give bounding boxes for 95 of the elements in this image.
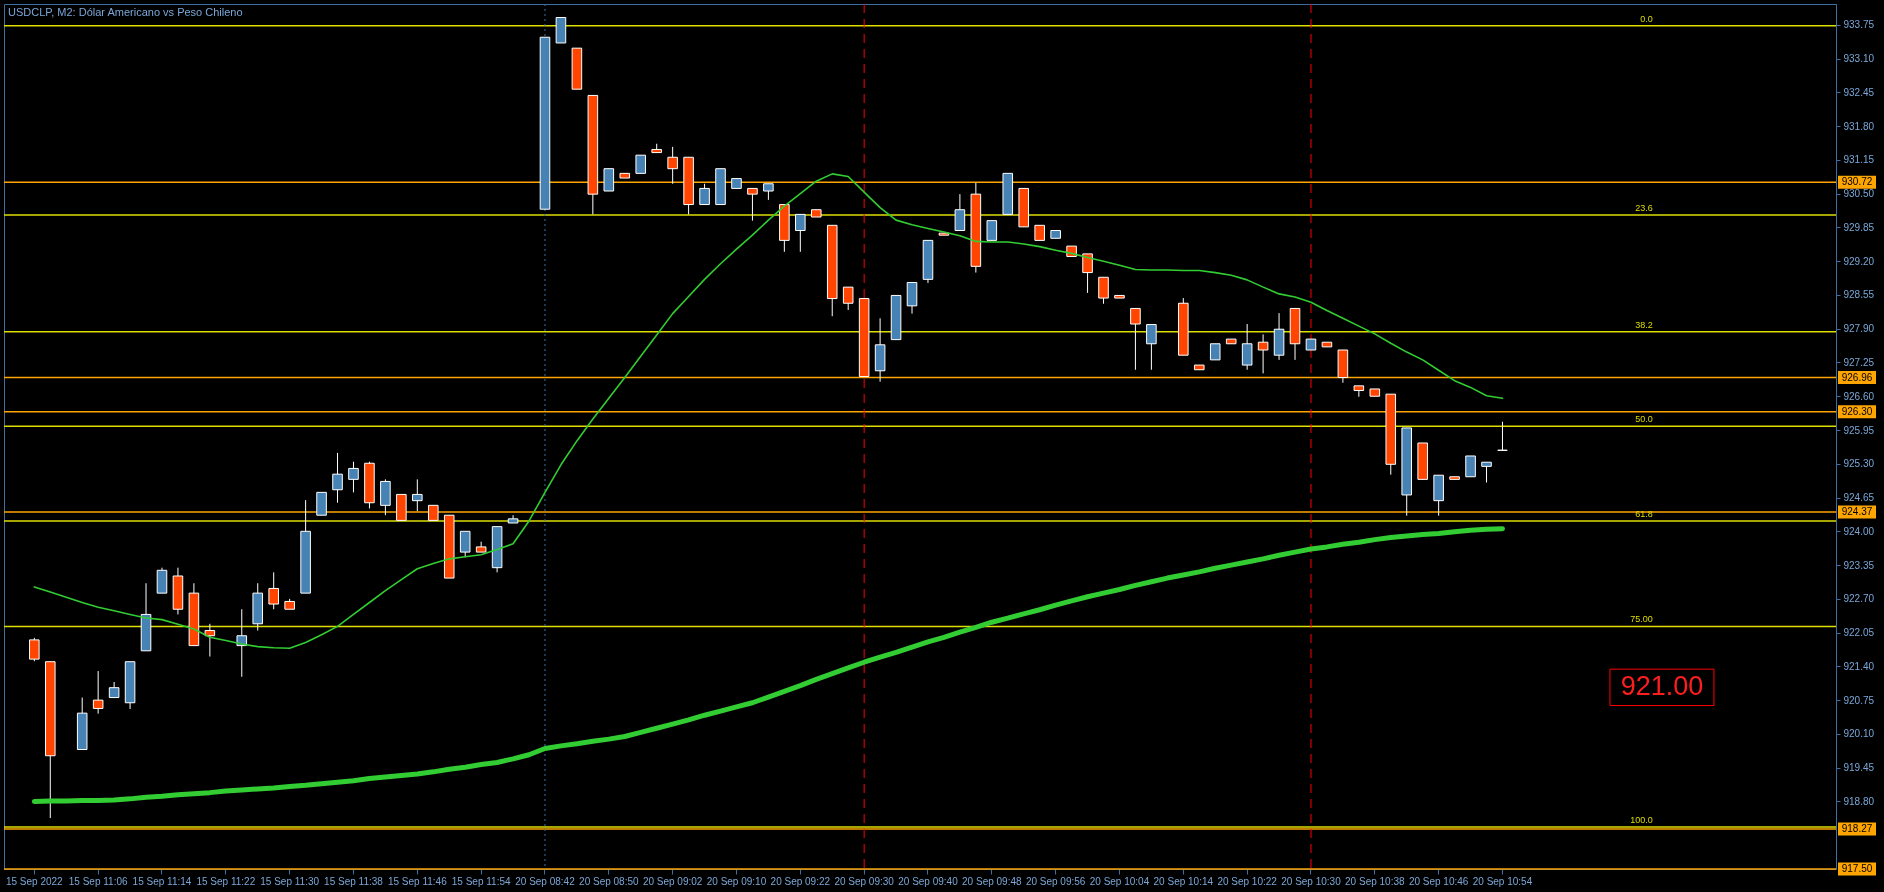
x-tick-label: 15 Sep 11:22 [196, 875, 256, 887]
annotation: 23.6 [1635, 202, 1653, 213]
candlestick [603, 168, 615, 192]
x-tick-label: 15 Sep 11:54 [451, 875, 511, 887]
ref-line-label: 926.96 [1841, 371, 1873, 383]
x-tick-label: 20 Sep 10:14 [1153, 875, 1214, 887]
candlestick [1497, 421, 1508, 451]
annotation: 100.0 [1630, 814, 1653, 825]
annotation: 75.00 [1630, 614, 1653, 625]
candlestick [1098, 276, 1109, 305]
ref-line-label: 926.30 [1841, 405, 1873, 417]
candlestick [268, 571, 279, 610]
candlestick [29, 637, 40, 662]
candlestick [699, 183, 710, 206]
y-tick-label: 929.85 [1843, 221, 1875, 233]
x-tick-label: 15 Sep 11:06 [68, 875, 128, 887]
candlestick [332, 452, 343, 504]
x-tick-label: 15 Sep 2022 [5, 875, 64, 887]
y-tick-label: 918.80 [1843, 795, 1875, 807]
candlestick [1146, 324, 1157, 371]
y-tick-label: 931.80 [1843, 120, 1875, 132]
y-tick-label: 927.25 [1843, 356, 1875, 368]
line-series [33, 173, 1504, 649]
y-tick-label: 924.00 [1843, 525, 1875, 537]
candlestick [459, 530, 471, 558]
text: 921.00 [1620, 671, 1704, 702]
y-tick-label: 929.20 [1843, 255, 1875, 267]
y-tick-label: 922.05 [1843, 627, 1875, 639]
candlestick [842, 286, 854, 311]
y-tick-label: 922.70 [1843, 593, 1875, 605]
y-tick-label: 933.75 [1843, 19, 1875, 31]
y-tick-label: 930.50 [1843, 188, 1875, 200]
candlestick [316, 491, 327, 516]
x-tick-label: 20 Sep 10:30 [1281, 875, 1342, 887]
x-tick-label: 20 Sep 10:46 [1408, 875, 1469, 887]
candlestick [92, 670, 104, 715]
candlestick [1353, 385, 1365, 398]
candlestick [747, 187, 758, 222]
y-tick-label: 925.95 [1843, 424, 1875, 436]
y-tick-label: 927.90 [1843, 323, 1875, 335]
candlestick [156, 567, 168, 594]
x-tick-label: 20 Sep 08:42 [515, 875, 576, 887]
candlestick [954, 193, 966, 232]
y-tick-label: 926.60 [1843, 390, 1875, 402]
y-tick-label: 920.10 [1843, 728, 1875, 740]
y-tick-label: 933.10 [1843, 53, 1875, 65]
x-tick-label: 15 Sep 11:14 [132, 875, 192, 887]
x-tick-label: 20 Sep 10:38 [1345, 875, 1405, 887]
x-tick-label: 20 Sep 10:04 [1089, 875, 1150, 887]
x-tick-label: 15 Sep 11:46 [387, 875, 448, 887]
candlestick [795, 213, 806, 253]
ref-line-label: 930.72 [1841, 176, 1873, 188]
candlestick [1082, 253, 1093, 294]
y-tick-label: 920.75 [1843, 694, 1875, 706]
x-tick-label: 20 Sep 09:48 [962, 875, 1022, 887]
y-tick-label: 925.30 [1843, 458, 1875, 470]
x-tick-label: 15 Sep 11:38 [324, 875, 384, 887]
candlestick [906, 281, 918, 315]
x-tick-label: 20 Sep 09:30 [834, 875, 895, 887]
x-tick-label: 20 Sep 09:02 [642, 875, 703, 887]
annotation: 38.2 [1635, 319, 1653, 330]
ref-line-label: 918.27 [1841, 823, 1873, 834]
candlestick [412, 478, 423, 512]
x-tick-label: 20 Sep 09:10 [706, 875, 767, 887]
candlestick [635, 154, 647, 174]
annotation: 0.0 [1640, 13, 1653, 24]
y-tick-label: 921.40 [1843, 660, 1875, 672]
y-tick-label: 931.15 [1843, 154, 1875, 166]
annotation: 50.0 [1635, 414, 1653, 425]
candlestick [1481, 461, 1492, 483]
candlestick [986, 220, 998, 241]
ref-line-label: 917.50 [1841, 863, 1873, 874]
x-tick-label: 20 Sep 09:22 [770, 875, 831, 887]
candlestick [667, 146, 678, 185]
candlestick [1130, 307, 1141, 371]
y-tick-label: 923.35 [1843, 559, 1875, 571]
candlestick [204, 623, 216, 658]
candlestick [1257, 333, 1269, 374]
y-tick-label: 924.65 [1843, 492, 1875, 504]
x-tick-label: 20 Sep 08:50 [579, 875, 639, 887]
y-tick-label: 919.45 [1843, 762, 1875, 774]
y-tick-label: 928.55 [1843, 289, 1875, 301]
chart-title: USDCLP, M2: Dólar Americano vs Peso Chileno [8, 5, 243, 18]
candlestick [236, 608, 248, 678]
candlestick [1465, 455, 1476, 478]
y-tick-label: 932.45 [1843, 86, 1875, 98]
ref-line-label: 924.37 [1841, 506, 1873, 518]
x-tick-label: 20 Sep 09:56 [1025, 875, 1086, 887]
x-tick-label: 15 Sep 11:30 [260, 875, 320, 887]
candlestick [348, 461, 359, 493]
x-tick-label: 20 Sep 09:40 [898, 875, 959, 887]
x-tick-label: 20 Sep 10:54 [1472, 875, 1533, 887]
candlestick [380, 478, 391, 516]
x-tick-label: 20 Sep 10:22 [1217, 875, 1278, 887]
candlestick [1241, 323, 1253, 371]
